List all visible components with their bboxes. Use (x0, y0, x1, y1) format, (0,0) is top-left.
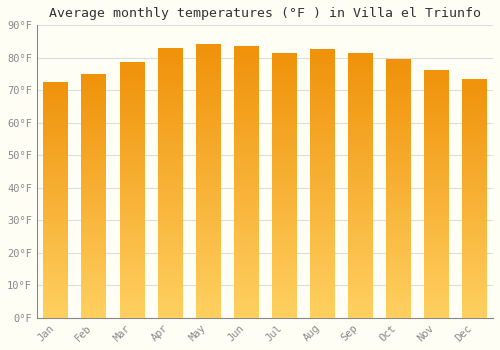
Title: Average monthly temperatures (°F ) in Villa el Triunfo: Average monthly temperatures (°F ) in Vi… (49, 7, 481, 20)
